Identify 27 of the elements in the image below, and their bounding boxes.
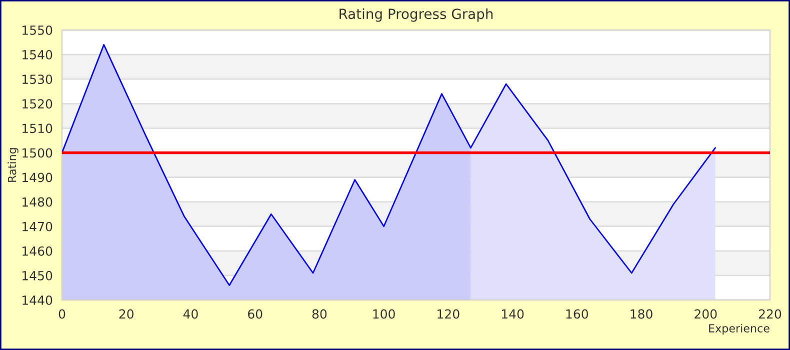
x-axis-title: Experience	[709, 324, 770, 335]
x-tick-label: 180	[630, 309, 652, 319]
x-tick-label: 220	[758, 309, 782, 319]
y-tick-label: 1460	[22, 246, 52, 256]
y-tick-label: 1510	[22, 124, 52, 134]
y-tick-label: 1450	[22, 270, 52, 280]
y-axis-title: Rating	[8, 148, 18, 182]
y-tick-label: 1530	[22, 74, 52, 84]
x-tick-label: 100	[373, 309, 395, 319]
x-tick-label: 140	[502, 309, 524, 319]
x-tick-label: 0	[58, 309, 66, 319]
y-tick-label: 1550	[22, 25, 52, 35]
y-tick-label: 1490	[22, 172, 52, 182]
x-tick-label: 160	[566, 309, 588, 319]
y-tick-label: 1480	[22, 197, 52, 207]
y-tick-label: 1440	[22, 295, 52, 305]
y-tick-label: 1470	[22, 222, 52, 232]
x-tick-label: 80	[312, 309, 327, 319]
y-tick-label: 1500	[22, 148, 52, 158]
x-tick-label: 20	[119, 309, 134, 319]
y-tick-label: 1520	[22, 99, 52, 109]
y-tick-label: 1540	[22, 50, 52, 60]
x-tick-label: 200	[694, 309, 717, 319]
x-tick-label: 120	[438, 309, 460, 319]
chart-title: Rating Progress Graph	[340, 8, 493, 22]
x-tick-label: 40	[183, 309, 198, 319]
x-tick-label: 60	[248, 309, 262, 319]
